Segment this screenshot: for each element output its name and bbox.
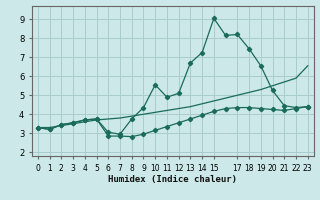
X-axis label: Humidex (Indice chaleur): Humidex (Indice chaleur) xyxy=(108,175,237,184)
